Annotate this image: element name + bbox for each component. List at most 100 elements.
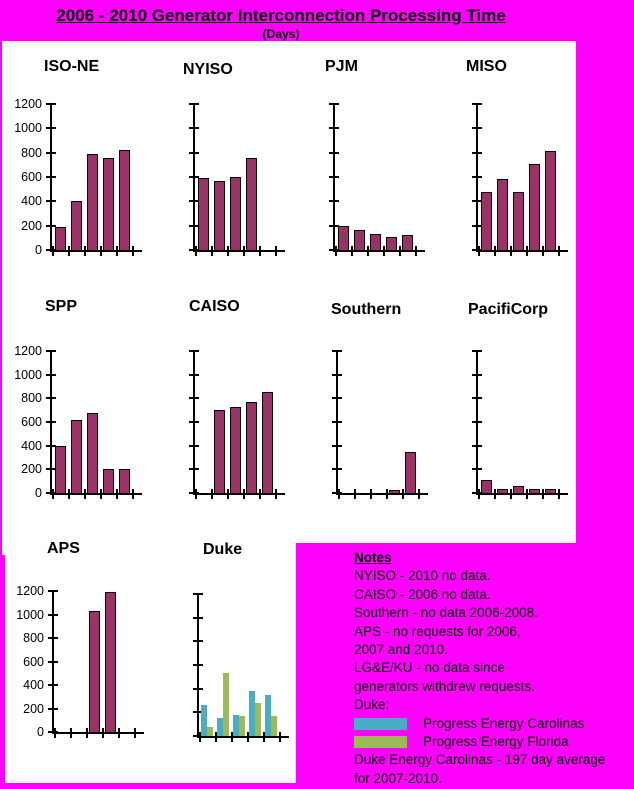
bar-miso-2006 [481,192,492,250]
y-tick-aps [48,590,58,592]
legend-label: Progress Energy Carolinas [423,715,585,731]
x-axis-southern [336,493,428,495]
bar-duke-green-2007 [223,673,229,736]
y-tick-label-iso-ne: 600 [21,170,42,184]
x-tick-caiso [243,489,245,499]
chart-title-iso-ne: ISO-NE [44,58,100,75]
bar-southern-2010 [405,452,416,493]
x-tick-miso [494,246,496,256]
y-tick-label-aps: 200 [23,702,44,716]
y-tick-duke [193,688,203,690]
chart-title-nyiso: NYISO [183,61,233,78]
x-tick-caiso [227,489,229,499]
x-tick-southern [370,489,372,499]
y-tick-nyiso [189,103,199,105]
legend-swatch-blue-icon [354,717,407,730]
x-tick-southern [386,489,388,499]
bar-pjm-2007 [354,230,365,250]
chart-title-southern: Southern [331,301,402,318]
x-tick-aps [134,728,136,738]
chart-title-aps: APS [47,540,80,557]
y-tick-southern [332,350,342,352]
legend-swatch-green-icon [354,736,407,749]
bar-iso-ne-2008 [87,154,98,250]
bar-iso-ne-2007 [71,201,82,250]
notes-box: Notes NYISO - 2010 no data. CAISO - 2006 … [296,543,634,789]
y-tick-southern [332,397,342,399]
x-tick-pjm [335,246,337,256]
x-tick-nyiso [211,246,213,256]
bar-pjm-2010 [402,235,413,250]
x-tick-caiso [195,489,197,499]
y-tick-aps [48,684,58,686]
x-tick-iso-ne [52,246,54,256]
y-tick-label-aps: 600 [23,655,44,669]
x-tick-spp [100,489,102,499]
x-tick-nyiso [195,246,197,256]
page-subtitle: (Days) [262,27,300,41]
x-tick-pacificorp [494,489,496,499]
bar-duke-green-2009 [255,703,261,736]
chart-title-spp: SPP [45,298,78,315]
y-tick-iso-ne [46,103,56,105]
x-tick-caiso [275,489,277,499]
y-tick-pacificorp [472,445,482,447]
x-tick-southern [354,489,356,499]
bar-duke-green-2010 [271,716,277,736]
y-tick-label-spp: 600 [21,415,42,429]
note-line: Southern - no data 2006-2008. [354,605,538,621]
y-tick-nyiso [189,152,199,154]
y-tick-iso-ne [46,127,56,129]
x-tick-pacificorp [558,489,560,499]
y-tick-southern [332,492,342,494]
x-tick-nyiso [227,246,229,256]
bar-pjm-2006 [338,226,349,250]
x-tick-miso [558,246,560,256]
note-line: for 2007-2010. [354,770,442,786]
note-line: NYISO - 2010 no data. [354,568,491,584]
bar-nyiso-2009 [246,158,257,250]
note-line: generators withdrew requests. [354,678,535,694]
y-tick-aps [48,661,58,663]
y-tick-spp [46,468,56,470]
notes-legend-row-blue: Progress Energy Carolinas [354,715,634,733]
y-tick-spp [46,350,56,352]
bar-miso-2010 [545,151,556,250]
x-tick-pjm [383,246,385,256]
y-tick-southern [332,374,342,376]
x-tick-pacificorp [478,489,480,499]
note-line: CAISO - 2006 no data. [354,586,491,602]
bar-pacificorp-2007 [497,489,508,493]
bar-pacificorp-2006 [481,480,492,493]
y-tick-label-spp: 0 [35,486,42,500]
y-tick-spp [46,421,56,423]
x-axis-miso [476,250,568,252]
y-tick-label-spp: 1000 [14,368,42,382]
y-tick-pacificorp [472,350,482,352]
y-tick-label-spp: 200 [21,462,42,476]
x-axis-spp [50,493,142,495]
y-tick-label-aps: 800 [23,631,44,645]
y-tick-label-aps: 0 [37,725,44,739]
y-tick-label-iso-ne: 1000 [14,121,42,135]
x-tick-spp [132,489,134,499]
x-tick-pacificorp [542,489,544,499]
y-tick-caiso [189,445,199,447]
y-tick-nyiso [189,176,199,178]
y-tick-duke [193,711,203,713]
y-tick-pjm [329,176,339,178]
note-line: LG&E/KU - no data since [354,660,505,676]
y-tick-nyiso [189,200,199,202]
note-line: Duke: [354,697,390,713]
bar-nyiso-2006 [198,178,209,250]
y-tick-miso [472,225,482,227]
x-tick-aps [86,728,88,738]
y-tick-pjm [329,103,339,105]
x-tick-southern [338,489,340,499]
bar-pjm-2009 [386,237,397,250]
x-tick-caiso [211,489,213,499]
x-tick-iso-ne [132,246,134,256]
x-tick-pjm [351,246,353,256]
y-tick-duke [193,640,203,642]
